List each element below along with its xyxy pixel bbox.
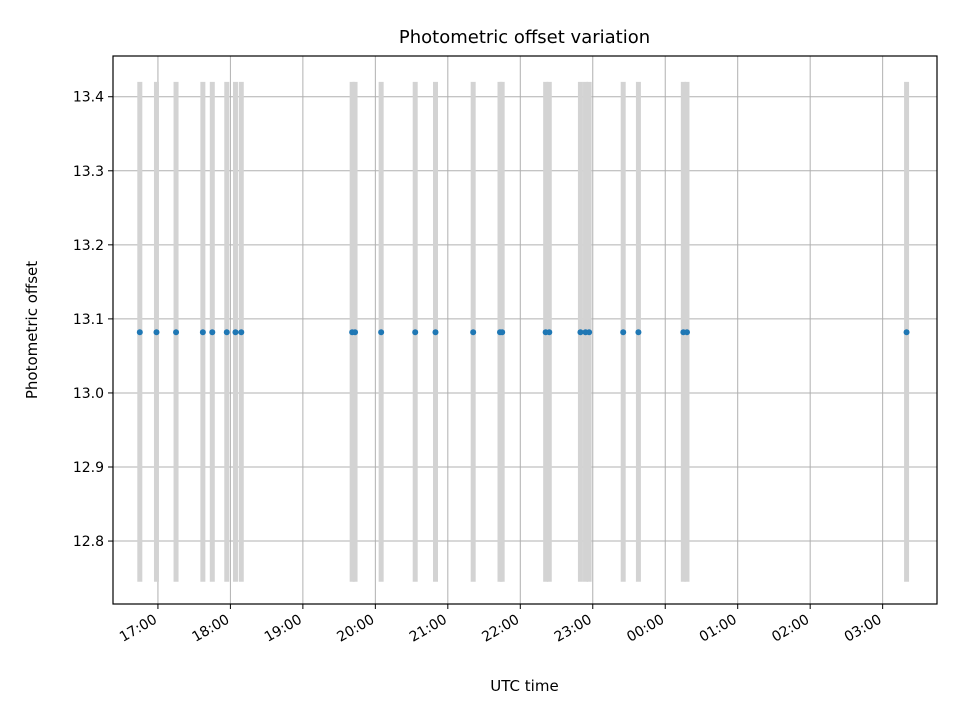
y-tick-label: 13.3 — [73, 164, 104, 180]
data-point — [432, 329, 439, 336]
data-point — [412, 329, 419, 336]
y-axis-ticks: 12.8 12.9 13.0 13.1 13.2 13.3 13.4 — [73, 90, 113, 550]
data-point — [153, 329, 160, 336]
data-point — [620, 329, 627, 336]
data-point — [903, 329, 910, 336]
y-tick-label: 13.1 — [73, 312, 104, 328]
data-point — [546, 329, 553, 336]
data-point — [499, 329, 506, 336]
data-points — [136, 329, 910, 336]
data-point — [586, 329, 593, 336]
y-tick-label: 12.8 — [73, 534, 104, 550]
data-point — [635, 329, 642, 336]
data-point — [136, 329, 143, 336]
plot-frame — [112, 55, 938, 605]
data-point — [378, 329, 385, 336]
data-point — [173, 329, 180, 336]
chart-title: Photometric offset variation — [399, 27, 650, 48]
data-point — [577, 329, 584, 336]
y-tick-label: 12.9 — [73, 460, 104, 476]
data-point — [223, 329, 230, 336]
data-point — [238, 329, 245, 336]
data-point — [683, 329, 690, 336]
y-tick-label: 13.2 — [73, 238, 104, 254]
y-tick-label: 13.4 — [73, 90, 104, 106]
x-axis-title: UTC time — [490, 677, 558, 695]
data-point — [470, 329, 477, 336]
data-point — [199, 329, 206, 336]
data-point — [209, 329, 216, 336]
grid — [113, 56, 937, 604]
y-tick-label: 13.0 — [73, 386, 104, 402]
data-point — [352, 329, 359, 336]
data-point — [232, 329, 239, 336]
y-axis-title: Photometric offset — [23, 261, 41, 399]
